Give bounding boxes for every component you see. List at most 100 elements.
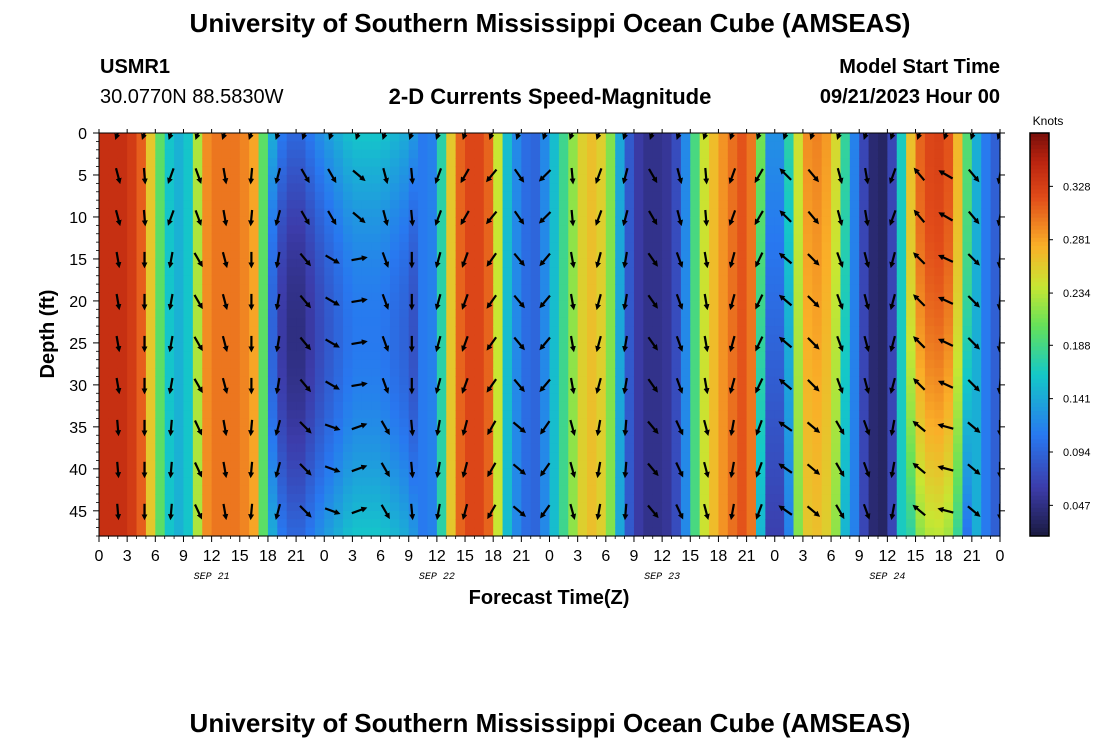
heatmap-cell	[953, 359, 964, 369]
heatmap-cell	[746, 141, 757, 151]
heatmap-cell	[680, 485, 691, 495]
heatmap-cell	[727, 275, 738, 285]
heatmap-cell	[906, 519, 917, 529]
current-vector-arrow	[648, 210, 658, 226]
heatmap-cell	[737, 502, 748, 512]
heatmap-cell	[465, 468, 476, 478]
heatmap-cell	[164, 401, 175, 411]
heatmap-cell	[652, 351, 663, 361]
heatmap-cell	[981, 418, 992, 428]
heatmap-cell	[821, 527, 832, 537]
heatmap-cell	[840, 158, 851, 168]
heatmap-cell	[924, 267, 935, 277]
heatmap-cell	[314, 208, 325, 218]
current-vector-arrow	[540, 504, 551, 519]
heatmap-cell	[258, 443, 269, 453]
heatmap-cell	[530, 351, 541, 361]
heatmap-cell	[305, 502, 316, 512]
heatmap-cell	[718, 258, 729, 268]
heatmap-cell	[511, 200, 522, 210]
heatmap-cell	[389, 191, 400, 201]
heatmap-cell	[896, 527, 907, 537]
heatmap-cell	[549, 317, 560, 327]
heatmap-cell	[981, 174, 992, 184]
current-vector-arrow	[782, 133, 789, 141]
heatmap-cell	[202, 317, 213, 327]
heatmap-cell	[502, 174, 513, 184]
heatmap-cell	[943, 300, 954, 310]
heatmap-cell	[671, 292, 682, 302]
heatmap-cell	[652, 275, 663, 285]
heatmap-cell	[765, 158, 776, 168]
heatmap-cell	[174, 426, 185, 436]
heatmap-cell	[605, 519, 616, 529]
heatmap-cell	[493, 309, 504, 319]
heatmap-cell	[117, 468, 128, 478]
heatmap-cell	[680, 494, 691, 504]
heatmap-cell	[530, 309, 541, 319]
heatmap-cell	[324, 401, 335, 411]
heatmap-cell	[127, 141, 138, 151]
heatmap-cell	[540, 485, 551, 495]
heatmap-cell	[953, 317, 964, 327]
current-vector-arrow	[486, 294, 497, 309]
heatmap-cell	[230, 242, 241, 252]
heatmap-cell	[953, 410, 964, 420]
heatmap-cell	[286, 191, 297, 201]
heatmap-cell	[727, 309, 738, 319]
heatmap-cell	[455, 460, 466, 470]
heatmap-cell	[230, 527, 241, 537]
current-vector-arrow	[595, 503, 602, 521]
heatmap-cell	[962, 368, 973, 378]
heatmap-cell	[699, 174, 710, 184]
heatmap-cell	[343, 208, 354, 218]
heatmap-cell	[427, 216, 438, 226]
current-vector-arrow	[381, 293, 390, 310]
heatmap-cell	[680, 275, 691, 285]
heatmap-cell	[521, 426, 532, 436]
heatmap-cell	[990, 166, 1001, 176]
heatmap-cell	[465, 359, 476, 369]
heatmap-cell	[127, 502, 138, 512]
heatmap-cell	[812, 158, 823, 168]
heatmap-cell	[568, 326, 579, 336]
heatmap-cell	[483, 393, 494, 403]
heatmap-cell	[568, 527, 579, 537]
heatmap-cell	[314, 275, 325, 285]
heatmap-cell	[558, 359, 569, 369]
heatmap-cell	[699, 485, 710, 495]
heatmap-cell	[521, 401, 532, 411]
heatmap-cell	[455, 292, 466, 302]
heatmap-cell	[540, 141, 551, 151]
heatmap-cell	[671, 191, 682, 201]
heatmap-cell	[906, 149, 917, 159]
heatmap-cell	[615, 342, 626, 352]
heatmap-cell	[934, 174, 945, 184]
heatmap-cell	[877, 250, 888, 260]
heatmap-cell	[924, 292, 935, 302]
current-vector-arrow	[222, 167, 229, 185]
heatmap-cell	[333, 309, 344, 319]
heatmap-cell	[615, 317, 626, 327]
heatmap-cell	[718, 426, 729, 436]
current-vector-arrow	[569, 251, 576, 269]
heatmap-cell	[633, 334, 644, 344]
heatmap-cell	[868, 258, 879, 268]
heatmap-cell	[230, 275, 241, 285]
heatmap-cell	[474, 225, 485, 235]
heatmap-cell	[343, 460, 354, 470]
heatmap-cell	[389, 502, 400, 512]
heatmap-cell	[239, 485, 250, 495]
heatmap-cell	[962, 284, 973, 294]
heatmap-cell	[831, 426, 842, 436]
heatmap-cell	[277, 359, 288, 369]
heatmap-cell	[258, 200, 269, 210]
heatmap-cell	[540, 242, 551, 252]
heatmap-cell	[709, 267, 720, 277]
heatmap-cell	[108, 452, 119, 462]
heatmap-cell	[596, 494, 607, 504]
current-vector-arrow	[487, 462, 497, 478]
current-vector-arrow	[488, 133, 495, 141]
heatmap-cell	[511, 418, 522, 428]
heatmap-cell	[521, 317, 532, 327]
